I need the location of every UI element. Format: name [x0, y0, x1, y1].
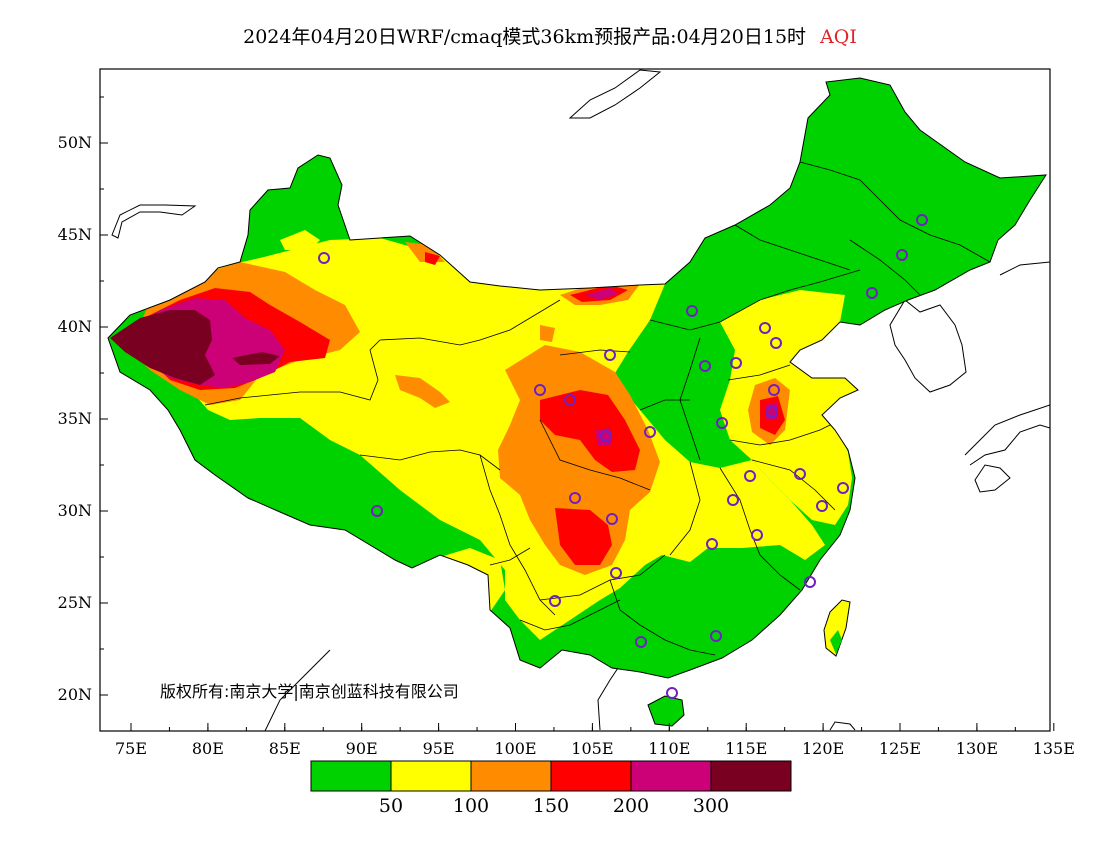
copyright-text: 版权所有:南京大学|南京创蓝科技有限公司	[160, 682, 459, 701]
station-marker	[666, 687, 678, 699]
lon-tick-label: 120E	[802, 739, 844, 758]
lon-tick-label: 90E	[346, 739, 378, 758]
station-marker	[794, 468, 806, 480]
china-outline	[107, 77, 1047, 679]
title-text: 2024年04月20日WRF/cmaq模式36km预报产品:04月20日15时	[243, 26, 807, 48]
station-marker	[766, 406, 778, 418]
station-marker	[710, 630, 722, 642]
station-marker	[606, 513, 618, 525]
legend-label: 150	[533, 795, 569, 817]
station-marker	[816, 500, 828, 512]
station-marker	[564, 394, 576, 406]
station-marker	[837, 482, 849, 494]
lat-tick-label: 20N	[58, 685, 92, 704]
station-marker	[534, 384, 546, 396]
lat-tick-label: 40N	[58, 317, 92, 336]
station-markers	[318, 214, 928, 699]
station-marker	[770, 337, 782, 349]
legend-label: 50	[379, 795, 403, 817]
station-marker	[730, 357, 742, 369]
lon-tick-label: 80E	[192, 739, 224, 758]
station-marker	[896, 249, 908, 261]
map-title: 2024年04月20日WRF/cmaq模式36km预报产品:04月20日15时 A…	[0, 22, 1100, 49]
legend-swatch	[310, 760, 392, 792]
lon-tick-label: 95E	[423, 739, 455, 758]
legend-label: 200	[613, 795, 649, 817]
station-marker	[635, 636, 647, 648]
lat-axis: 50N 45N 40N 35N 30N 25N 20N	[58, 96, 108, 704]
legend-swatch	[630, 760, 712, 792]
taiwan-green	[830, 630, 842, 654]
hainan-island	[647, 695, 685, 727]
lon-tick-label: 105E	[571, 739, 613, 758]
lat-tick-label: 25N	[58, 593, 92, 612]
lat-tick-label: 35N	[58, 409, 92, 428]
lon-tick-label: 110E	[648, 739, 690, 758]
title-variable: AQI	[820, 26, 857, 48]
lon-tick-label: 130E	[956, 739, 998, 758]
lon-tick-label: 135E	[1033, 739, 1075, 758]
station-marker	[866, 287, 878, 299]
station-marker	[916, 214, 928, 226]
legend-label: 100	[453, 795, 489, 817]
aqi-maroon-regions	[110, 310, 280, 385]
station-marker	[569, 492, 581, 504]
lon-tick-label: 115E	[725, 739, 767, 758]
station-marker	[716, 417, 728, 429]
lon-tick-label: 100E	[494, 739, 536, 758]
station-marker	[318, 252, 330, 264]
aqi-legend: 50 100 150 200 300	[310, 760, 792, 817]
station-marker	[727, 494, 739, 506]
lat-tick-label: 30N	[58, 501, 92, 520]
legend-swatch	[470, 760, 552, 792]
station-marker	[686, 305, 698, 317]
station-marker	[699, 360, 711, 372]
lon-tick-label: 125E	[879, 739, 921, 758]
plot-frame	[99, 68, 1051, 732]
station-marker	[759, 322, 771, 334]
lon-axis: 75E 80E 85E 90E 95E 100E 105E 110E 115E 120E 125E 1…	[115, 723, 1075, 758]
lon-tick-label: 85E	[269, 739, 301, 758]
station-marker	[604, 349, 616, 361]
station-marker	[744, 470, 756, 482]
legend-swatch	[710, 760, 792, 792]
station-marker	[804, 576, 816, 588]
lat-tick-label: 50N	[58, 133, 92, 152]
lat-tick-label: 45N	[58, 225, 92, 244]
legend-swatch	[550, 760, 632, 792]
legend-label: 300	[693, 795, 729, 817]
station-marker	[644, 426, 656, 438]
station-marker	[610, 567, 622, 579]
lon-tick-label: 75E	[115, 739, 147, 758]
legend-swatch	[390, 760, 472, 792]
station-marker	[768, 384, 780, 396]
province-boundaries	[204, 161, 991, 656]
station-marker	[371, 505, 383, 517]
station-marker	[751, 529, 763, 541]
station-marker	[549, 595, 561, 607]
neighbor-coastlines	[111, 69, 1050, 731]
station-marker	[600, 430, 612, 442]
station-marker	[706, 538, 718, 550]
